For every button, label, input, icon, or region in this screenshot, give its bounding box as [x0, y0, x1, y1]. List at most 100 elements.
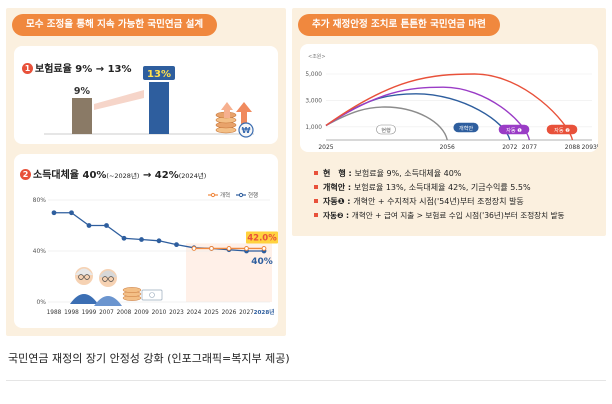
series-point [139, 237, 144, 242]
series-point [156, 238, 162, 244]
series-point [174, 242, 179, 248]
elderly-man-illustration [75, 268, 93, 275]
won-coin-icon [238, 122, 254, 138]
divider [6, 380, 606, 381]
note-auto-1: 자동❶ : 개혁안 + 수지적자 시점('54년)부터 조정장치 발동 [314, 196, 524, 207]
series-tag-2 [498, 124, 530, 135]
elderly-woman-illustration [102, 276, 108, 282]
fund-depletion-chart: <조원> 1,000 3,000 5,000 2025 2056 2072 2077 2088 2… [305, 53, 598, 151]
right-panel: 추가 재정안정 조치로 튼튼한 국민연금 마련 <조원> 1,000 3,000 5,… [292, 8, 606, 236]
growth-arrow-shape [94, 90, 144, 110]
y-tick-label: 5,000 [305, 72, 322, 78]
x-tick-label: 2023 [169, 310, 184, 316]
series-tag-label-2: 자동 ❶ [506, 126, 522, 134]
x-tick-label: 2027 [239, 310, 254, 316]
right-panel-title: 추가 재정안정 조치로 튼튼한 국민연금 마련 [298, 14, 500, 36]
y-tick-label: 3,000 [305, 98, 322, 104]
y-tick-label: 0% [36, 299, 46, 306]
series-point [244, 246, 249, 251]
reform-value-label: 42.0% [247, 233, 277, 243]
note-current: 현 행 : 보험료율 9%, 소득대체율 40% [314, 168, 461, 179]
series-tag-label-1: 개혁안 [459, 124, 474, 132]
contribution-rate-title: 1 보험료율 9% → 13% [22, 60, 132, 75]
unit-label: <조원> [308, 53, 326, 60]
y-tick-label: 1,000 [305, 125, 322, 131]
contribution-bar-chart: 9% 13% ₩ [44, 66, 254, 138]
note-auto-2: 자동❷ : 개혁안 + 급여 지출 > 보험료 수입 시점('36년)부터 조정… [314, 210, 565, 221]
series-tag-3 [546, 124, 578, 135]
series-line-3 [325, 73, 574, 141]
y-tick-label: 40% [33, 248, 47, 255]
series-tag-label-3: 자동 ❷ [554, 126, 570, 134]
x-tick-label: 2025 [204, 310, 219, 316]
current-value-label: 40% [251, 257, 273, 267]
series-tag-1 [453, 122, 479, 133]
x-tick-label: 2072 [502, 144, 517, 151]
x-tick-label: 2010 [152, 310, 167, 316]
x-tick-label: 2056 [440, 144, 455, 151]
reform-value-label-bg [246, 231, 278, 244]
x-tick-label: 2028년 [254, 308, 275, 316]
x-tick-label: 2009 [134, 310, 149, 316]
reform-period-highlight [186, 243, 272, 302]
x-tick-label: 2088 [565, 144, 580, 151]
series-tag-label-0: 현행 [381, 126, 391, 134]
section-number-2: 2 [20, 169, 31, 180]
x-tick-label: 2025 [318, 144, 333, 151]
legend-current-marker [238, 192, 244, 198]
note-reform: 개혁안 : 보험료율 13%, 소득대체율 42%, 기금수익률 5.5% [314, 182, 531, 193]
series-point [226, 246, 232, 251]
elderly-man-illustration [70, 294, 98, 304]
bar-0 [72, 98, 92, 134]
value-label-0: 9% [74, 86, 91, 97]
x-tick-label: 2093년 [582, 143, 598, 151]
won-coin-icon: ₩ [242, 126, 251, 135]
elderly-man-illustration [84, 274, 90, 280]
coin-stack-icon [122, 287, 142, 293]
replacement-rate-title: 2 소득대체율 40%(~2028년) → 42%(2024년) [20, 166, 206, 181]
contribution-rate-section: 1 보험료율 9% → 13% 9% 13% ₩ [14, 46, 278, 144]
bar-1 [149, 82, 169, 134]
bill-icon [149, 292, 155, 298]
series-point [191, 246, 197, 251]
up-arrow-icon [236, 102, 252, 126]
x-tick-label: 2008 [117, 310, 132, 316]
x-tick-label: 1999 [82, 310, 97, 316]
legend-reform-label: 개혁 [220, 191, 230, 199]
series-point [51, 210, 57, 216]
x-tick-label: 1988 [47, 310, 62, 316]
bill-icon [141, 289, 163, 301]
series-point [209, 246, 214, 251]
series-line-1 [325, 93, 511, 141]
elderly-woman-illustration [108, 276, 114, 282]
x-tick-label: 2026 [222, 310, 237, 316]
series-line-0 [325, 106, 448, 141]
legend-current-label: 현행 [248, 191, 258, 199]
left-panel-title: 모수 조정을 통해 지속 가능한 국민연금 설계 [12, 14, 218, 36]
series-point [69, 210, 74, 216]
x-tick-label: 2007 [99, 310, 114, 316]
series-tag-0 [376, 124, 396, 135]
x-tick-label: 2077 [522, 144, 537, 151]
elderly-woman-illustration [94, 296, 122, 306]
legend-reform-marker [210, 192, 216, 198]
series-point [261, 246, 267, 251]
elderly-man-illustration [78, 274, 84, 280]
fund-chart-section: <조원> 1,000 3,000 5,000 2025 2056 2072 2077 2088 2… [300, 44, 598, 152]
series-point [104, 223, 109, 228]
image-caption: 국민연금 재정의 장기 안정성 강화 (인포그래픽=복지부 제공) [8, 352, 290, 365]
elderly-woman-illustration [99, 270, 117, 277]
replacement-line-chart: 개혁 현행 0% 40% 80% 1988 1998 1999 2007 2008 2009 2010… [33, 191, 278, 316]
y-tick-label: 80% [33, 197, 47, 204]
series-point [121, 235, 127, 241]
up-arrow-icon [221, 102, 233, 118]
x-tick-label: 2024 [187, 310, 202, 316]
series-line-2 [325, 86, 531, 141]
replacement-rate-section: 2 소득대체율 40%(~2028년) → 42%(2024년) 개혁 현행 0% 40… [14, 154, 278, 328]
value-label-1: 13% [147, 69, 171, 80]
x-tick-label: 1998 [64, 310, 79, 316]
series-point [86, 223, 92, 228]
value-label-bg-1 [143, 66, 175, 80]
section-number-1: 1 [22, 63, 33, 74]
left-panel: 모수 조정을 통해 지속 가능한 국민연금 설계 1 보험료율 9% → 13% … [6, 8, 286, 336]
